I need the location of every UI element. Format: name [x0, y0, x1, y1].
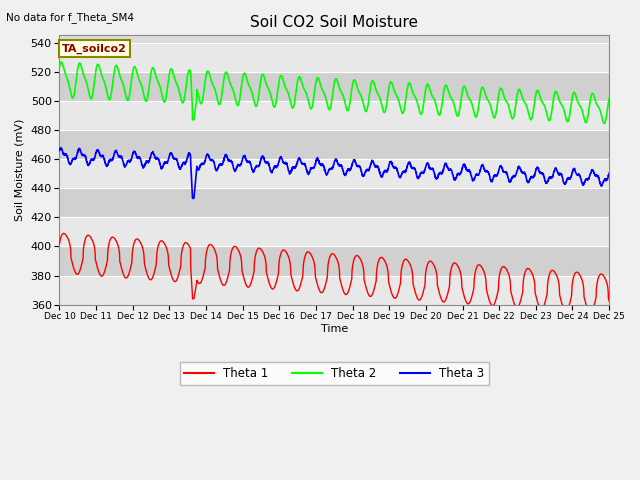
- Theta 2: [56, 64, 63, 70]
- Theta 2: [151, 70, 159, 75]
- Bar: [60, 246, 609, 276]
- Theta 3: [189, 195, 196, 201]
- Theta 3: [267, 168, 275, 174]
- Line: Theta 3: Theta 3: [60, 148, 609, 198]
- Theta 2: [118, 79, 126, 85]
- Bar: [60, 188, 609, 217]
- Theta 3: [291, 164, 298, 170]
- Theta 1: [595, 274, 602, 280]
- Theta 3: [151, 155, 159, 160]
- Theta 1: [291, 284, 298, 289]
- Theta 1: [586, 310, 594, 316]
- Theta 2: [291, 101, 298, 107]
- Bar: [60, 276, 609, 305]
- Theta 2: [605, 96, 613, 101]
- Text: No data for f_Theta_SM4: No data for f_Theta_SM4: [6, 12, 134, 23]
- Text: TA_soilco2: TA_soilco2: [62, 44, 127, 54]
- Bar: [60, 72, 609, 101]
- Theta 1: [56, 241, 63, 247]
- Bar: [60, 130, 609, 159]
- Theta 3: [56, 148, 63, 154]
- Theta 2: [595, 104, 602, 110]
- Theta 1: [536, 304, 543, 310]
- Theta 1: [118, 268, 126, 274]
- Bar: [60, 217, 609, 246]
- Theta 1: [267, 283, 275, 289]
- Theta 3: [536, 169, 543, 175]
- Theta 1: [605, 298, 613, 304]
- Bar: [60, 159, 609, 188]
- Bar: [60, 43, 609, 72]
- Title: Soil CO2 Soil Moisture: Soil CO2 Soil Moisture: [250, 15, 419, 30]
- Theta 1: [60, 230, 67, 236]
- Legend: Theta 1, Theta 2, Theta 3: Theta 1, Theta 2, Theta 3: [180, 362, 489, 385]
- Theta 2: [600, 120, 608, 126]
- Theta 1: [151, 267, 159, 273]
- Theta 3: [605, 170, 613, 176]
- Line: Theta 1: Theta 1: [60, 233, 609, 313]
- Theta 3: [57, 145, 65, 151]
- Bar: [60, 101, 609, 130]
- Theta 2: [267, 91, 275, 97]
- Theta 3: [595, 174, 602, 180]
- Theta 2: [58, 59, 65, 65]
- Y-axis label: Soil Moisture (mV): Soil Moisture (mV): [15, 119, 25, 221]
- Theta 2: [536, 91, 543, 96]
- X-axis label: Time: Time: [321, 324, 348, 334]
- Line: Theta 2: Theta 2: [60, 62, 609, 123]
- Theta 3: [118, 156, 126, 162]
